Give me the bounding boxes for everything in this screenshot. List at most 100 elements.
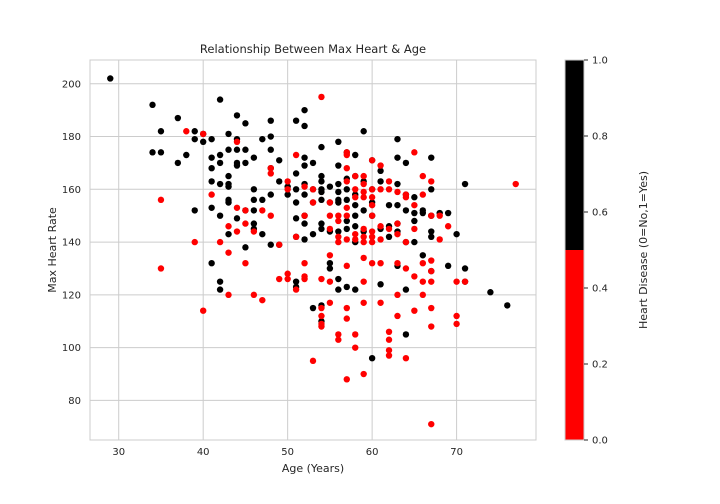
data-point [352, 236, 359, 243]
x-tick-label: 40 [197, 447, 210, 458]
data-point [385, 328, 393, 336]
data-point [216, 180, 224, 188]
data-point [453, 312, 460, 320]
data-point [208, 164, 215, 172]
data-point [225, 183, 232, 190]
data-point [343, 186, 350, 193]
data-point [225, 172, 232, 180]
data-point [225, 146, 232, 153]
data-point [352, 331, 359, 338]
y-tick-label: 200 [62, 79, 81, 90]
data-point [394, 220, 401, 227]
colorbar-tick-label: 0.0 [592, 436, 608, 447]
data-point [242, 244, 249, 251]
data-point [428, 267, 435, 275]
data-point [233, 204, 241, 211]
data-point [292, 278, 300, 285]
data-point [199, 138, 207, 146]
data-point [411, 225, 418, 233]
data-point [428, 154, 435, 161]
data-point [301, 122, 308, 130]
data-point [318, 220, 325, 227]
data-point [377, 281, 384, 288]
data-point [216, 286, 224, 293]
data-point [225, 223, 232, 230]
data-point [216, 96, 224, 103]
data-point [394, 180, 401, 188]
data-point [385, 352, 393, 359]
data-point [343, 204, 350, 211]
data-point [225, 130, 232, 138]
data-point [242, 259, 249, 267]
data-point [360, 225, 367, 233]
data-point [377, 236, 384, 243]
data-point [360, 128, 367, 135]
data-point [402, 238, 410, 246]
colorbar: 0.0 0.2 0.4 0.6 0.8 1.0 Heart Disease (0=No,1… [564, 56, 650, 447]
data-point [267, 117, 274, 124]
data-point [174, 159, 182, 167]
data-point [191, 135, 198, 143]
data-point [368, 259, 376, 267]
colorbar-label: Heart Disease (0=No,1=Yes) [637, 171, 650, 329]
data-point [436, 212, 443, 219]
data-point [208, 191, 215, 198]
data-point [292, 151, 300, 159]
data-point [343, 164, 350, 172]
data-point [343, 304, 350, 312]
data-point [368, 233, 376, 241]
data-point [394, 154, 401, 161]
x-tick-label: 60 [366, 447, 379, 458]
data-point [360, 299, 367, 306]
data-point [326, 299, 334, 306]
data-point [377, 178, 384, 185]
data-point [318, 93, 325, 101]
data-point [411, 149, 418, 156]
data-point [326, 278, 334, 285]
colorbar-ticks: 0.0 0.2 0.4 0.6 0.8 1.0 [584, 56, 608, 447]
data-point [428, 178, 435, 185]
data-point [352, 172, 359, 180]
data-point [343, 262, 350, 270]
data-point [276, 178, 283, 185]
y-tick-label: 180 [62, 132, 81, 143]
data-point [208, 178, 215, 185]
data-point [411, 194, 418, 201]
colorbar-segment-no-disease [565, 250, 584, 440]
data-point [259, 196, 266, 204]
data-point [335, 162, 342, 169]
data-point [301, 106, 308, 114]
data-point [419, 191, 427, 198]
data-point [402, 265, 410, 272]
data-point [284, 186, 291, 193]
data-point [318, 323, 325, 330]
data-point [318, 143, 325, 151]
data-point [199, 130, 207, 138]
data-point [326, 183, 334, 190]
data-point [411, 273, 418, 280]
data-point [284, 191, 291, 198]
data-point [411, 238, 418, 246]
data-point [343, 212, 350, 219]
data-point [428, 186, 435, 193]
data-point [394, 259, 401, 267]
data-point [335, 233, 342, 241]
grid [90, 60, 536, 440]
data-point [461, 265, 469, 272]
data-point [352, 344, 359, 351]
data-point [343, 178, 350, 185]
data-point [208, 154, 215, 161]
chart-title: Relationship Between Max Heart & Age [200, 42, 426, 56]
data-point [444, 223, 452, 230]
data-point [360, 188, 367, 196]
data-point [394, 291, 401, 299]
data-point [352, 223, 359, 230]
data-point [352, 201, 359, 209]
data-point [318, 225, 325, 233]
data-point [157, 149, 165, 156]
data-point [208, 259, 215, 267]
y-axis-ticks: 80 100 120 140 160 180 200 [62, 79, 81, 407]
data-point [335, 331, 342, 338]
data-point [377, 223, 384, 230]
